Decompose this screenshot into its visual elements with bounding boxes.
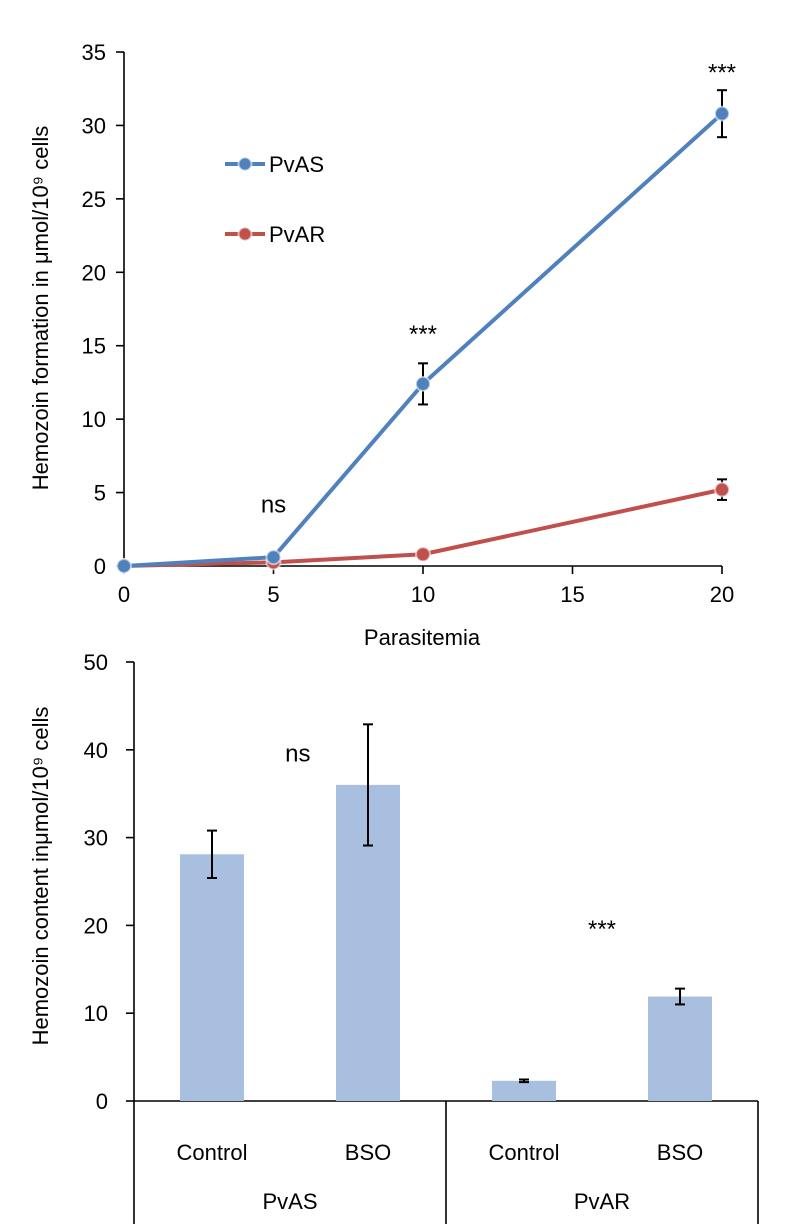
x-tick-label: 0 [118, 582, 130, 607]
x-tick-label: 20 [710, 582, 734, 607]
x-tick-label: 10 [411, 582, 435, 607]
significance-label: ns [285, 740, 310, 767]
y-tick-label: 15 [82, 334, 106, 359]
bar-chart-annotations: ns *** [285, 740, 616, 943]
line-chart-series [116, 89, 730, 574]
category-label: BSO [657, 1140, 703, 1165]
bar-chart-tick-labels: 0 10 20 30 40 50 [84, 650, 108, 1114]
series-pvar [116, 478, 730, 574]
data-point-pvas [265, 549, 282, 566]
bar-group [492, 1078, 556, 1101]
y-tick-label: 25 [82, 187, 106, 212]
series-line-pvas [122, 111, 724, 568]
line-chart-axes [116, 51, 723, 574]
y-tick-label: 30 [84, 826, 108, 851]
legend-item-pvar: PvAR [225, 222, 325, 247]
legend-label-pvar: PvAR [269, 222, 325, 247]
category-label: BSO [345, 1140, 391, 1165]
y-tick-label: 40 [84, 738, 108, 763]
y-tick-label: 20 [82, 260, 106, 285]
error-bar [675, 987, 685, 1006]
series-line-pvar [122, 487, 724, 568]
bar-chart-bars [180, 723, 712, 1101]
group-label: PvAR [574, 1189, 630, 1214]
line-chart-x-axis-label: Parasitemia [364, 625, 481, 650]
category-label: Control [177, 1140, 248, 1165]
significance-label: *** [409, 321, 437, 348]
x-tick-label: 5 [267, 582, 279, 607]
data-point-pvas [415, 375, 431, 392]
bar-chart-category-labels: Control BSO Control BSO PvAS PvAR [177, 1140, 704, 1214]
data-point-pvar [415, 546, 431, 563]
legend: PvAS PvAR [225, 152, 325, 247]
line-chart-y-axis-label: Hemozoin formation in μmol/10⁹ cells [28, 126, 53, 490]
data-point-pvar [714, 481, 730, 498]
y-tick-label: 0 [94, 554, 106, 579]
y-tick-label: 5 [94, 481, 106, 506]
series-pvas [116, 89, 730, 574]
legend-marker-pvas [237, 156, 253, 172]
y-tick-label: 10 [82, 407, 106, 432]
legend-label-pvas: PvAS [269, 152, 324, 177]
y-tick-label: 35 [82, 40, 106, 65]
bar [180, 854, 244, 1101]
x-tick-label: 15 [560, 582, 584, 607]
significance-label: *** [588, 916, 616, 943]
bar-group [648, 987, 712, 1101]
bar [648, 996, 712, 1101]
data-point-pvas [714, 105, 730, 122]
category-label: Control [489, 1140, 560, 1165]
group-label: PvAS [262, 1189, 317, 1214]
bar [492, 1080, 556, 1101]
significance-label: *** [708, 60, 736, 87]
y-tick-label: 0 [96, 1089, 108, 1114]
y-tick-label: 30 [82, 113, 106, 138]
error-bar [363, 723, 373, 847]
significance-label: ns [261, 491, 286, 518]
y-tick-label: 50 [84, 650, 108, 675]
data-point-pvas [116, 558, 132, 574]
bar-group [180, 829, 244, 1101]
line-chart-tick-labels: 0 5 10 15 20 25 30 35 0 5 10 15 20 [82, 40, 735, 607]
legend-item-pvas: PvAS [225, 152, 324, 177]
y-tick-label: 20 [84, 913, 108, 938]
legend-marker-pvar [237, 226, 253, 242]
error-bar [207, 829, 217, 879]
line-chart-annotations: ns *** *** [261, 60, 736, 519]
line-chart: 0 5 10 15 20 25 30 35 0 5 10 15 20 Parasitemia Hemoz… [28, 40, 736, 650]
y-tick-label: 10 [84, 1001, 108, 1026]
bar-chart: 0 10 20 30 40 50 Hemozoin content inμmol/10⁹ … [28, 650, 759, 1224]
bar-chart-y-axis-label: Hemozoin content inμmol/10⁹ cells [28, 707, 53, 1046]
bar-group [336, 723, 400, 1101]
error-bar [519, 1078, 529, 1084]
